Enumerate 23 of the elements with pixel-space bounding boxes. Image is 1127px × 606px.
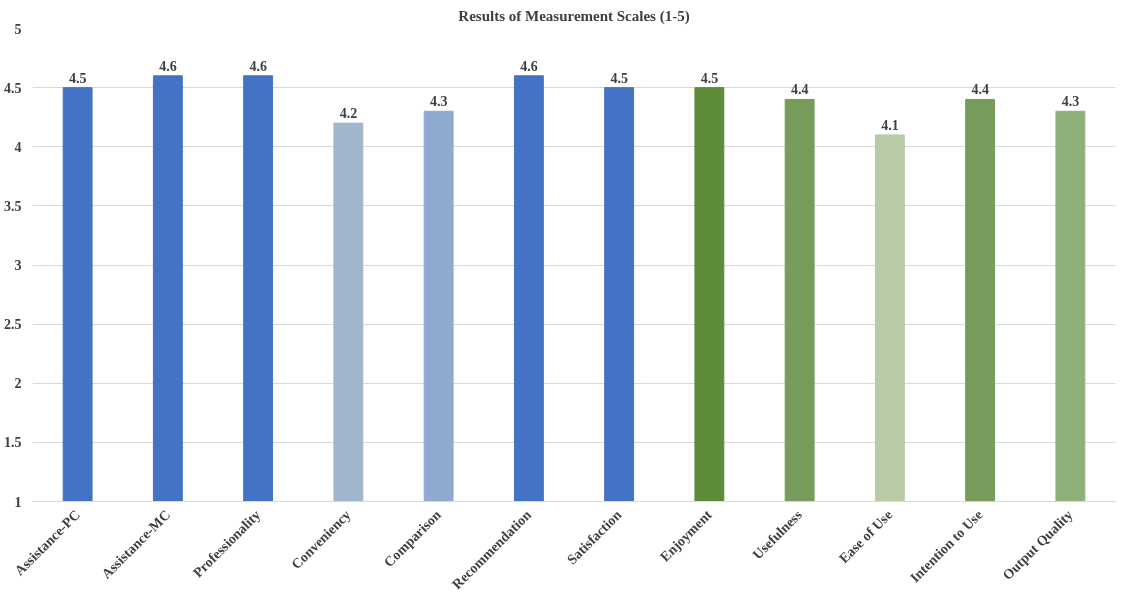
data-label: 4.6 (159, 58, 177, 74)
data-label: 4.5 (610, 70, 628, 86)
data-label: 4.3 (429, 94, 448, 110)
data-label: 4.2 (339, 106, 358, 122)
y-tick-label: 1 (14, 494, 22, 510)
y-tick-label: 4 (14, 139, 22, 155)
y-tick-label: 3 (14, 258, 22, 273)
data-label: 4.3 (1061, 94, 1080, 110)
y-tick-label: 2.5 (4, 317, 22, 333)
data-label: 4.5 (68, 70, 87, 86)
y-tick-label: 3.5 (4, 198, 22, 214)
data-label: 4.6 (520, 58, 538, 74)
data-label: 4.6 (249, 58, 267, 74)
y-tick-label: 2 (14, 376, 22, 392)
y-tick-label: 1.5 (4, 435, 22, 451)
chart-title: Results of Measurement Scales (1-5) (458, 7, 690, 25)
data-label: 4.5 (700, 70, 719, 86)
y-tick-label: 4.5 (4, 80, 22, 96)
x-tick-label: Ease of Use (836, 507, 896, 567)
y-tick-label: 5 (14, 21, 22, 37)
data-label: 4.4 (790, 82, 809, 98)
data-label: 4.1 (881, 117, 899, 133)
data-label: 4.4 (971, 82, 989, 98)
